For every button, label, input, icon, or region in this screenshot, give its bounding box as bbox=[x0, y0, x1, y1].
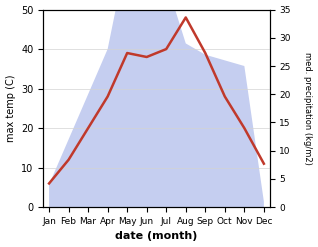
Y-axis label: med. precipitation (kg/m2): med. precipitation (kg/m2) bbox=[303, 52, 313, 165]
Y-axis label: max temp (C): max temp (C) bbox=[5, 75, 16, 142]
X-axis label: date (month): date (month) bbox=[115, 231, 198, 242]
